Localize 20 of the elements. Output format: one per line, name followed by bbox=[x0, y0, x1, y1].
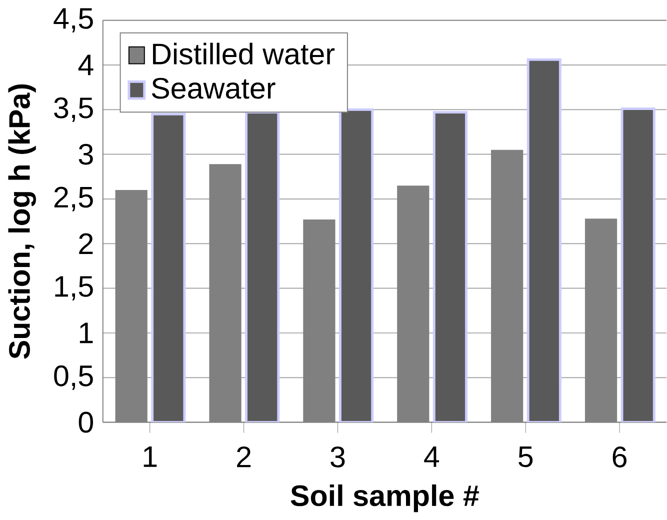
y-tick-label: 4 bbox=[78, 54, 94, 76]
x-axis-title: Soil sample # bbox=[290, 484, 479, 512]
y-tick-label: 4,5 bbox=[54, 8, 93, 32]
y-tick-label: 2,5 bbox=[54, 186, 93, 212]
y-tick-label: 0,5 bbox=[54, 365, 93, 390]
x-tick-label: 3 bbox=[330, 446, 345, 468]
x-tick-label: 6 bbox=[612, 446, 626, 468]
y-tick-label: 0 bbox=[78, 412, 94, 433]
x-tick-label: 5 bbox=[518, 446, 533, 468]
y-tick-label: 1,5 bbox=[55, 276, 93, 300]
x-tick-label: 1 bbox=[144, 446, 157, 467]
y-axis-title: Suction, log h (kPa) bbox=[8, 84, 36, 359]
y-tick-label: 3,5 bbox=[54, 97, 93, 122]
legend-label: Distilled water bbox=[153, 42, 335, 64]
y-tick-label: 1 bbox=[80, 322, 93, 343]
x-tick-label: 4 bbox=[424, 446, 440, 467]
y-tick-label: 2 bbox=[79, 233, 93, 254]
x-tick-label: 2 bbox=[237, 446, 251, 468]
legend-label: Seawater bbox=[152, 78, 276, 99]
y-tick-label: 3 bbox=[78, 144, 93, 165]
